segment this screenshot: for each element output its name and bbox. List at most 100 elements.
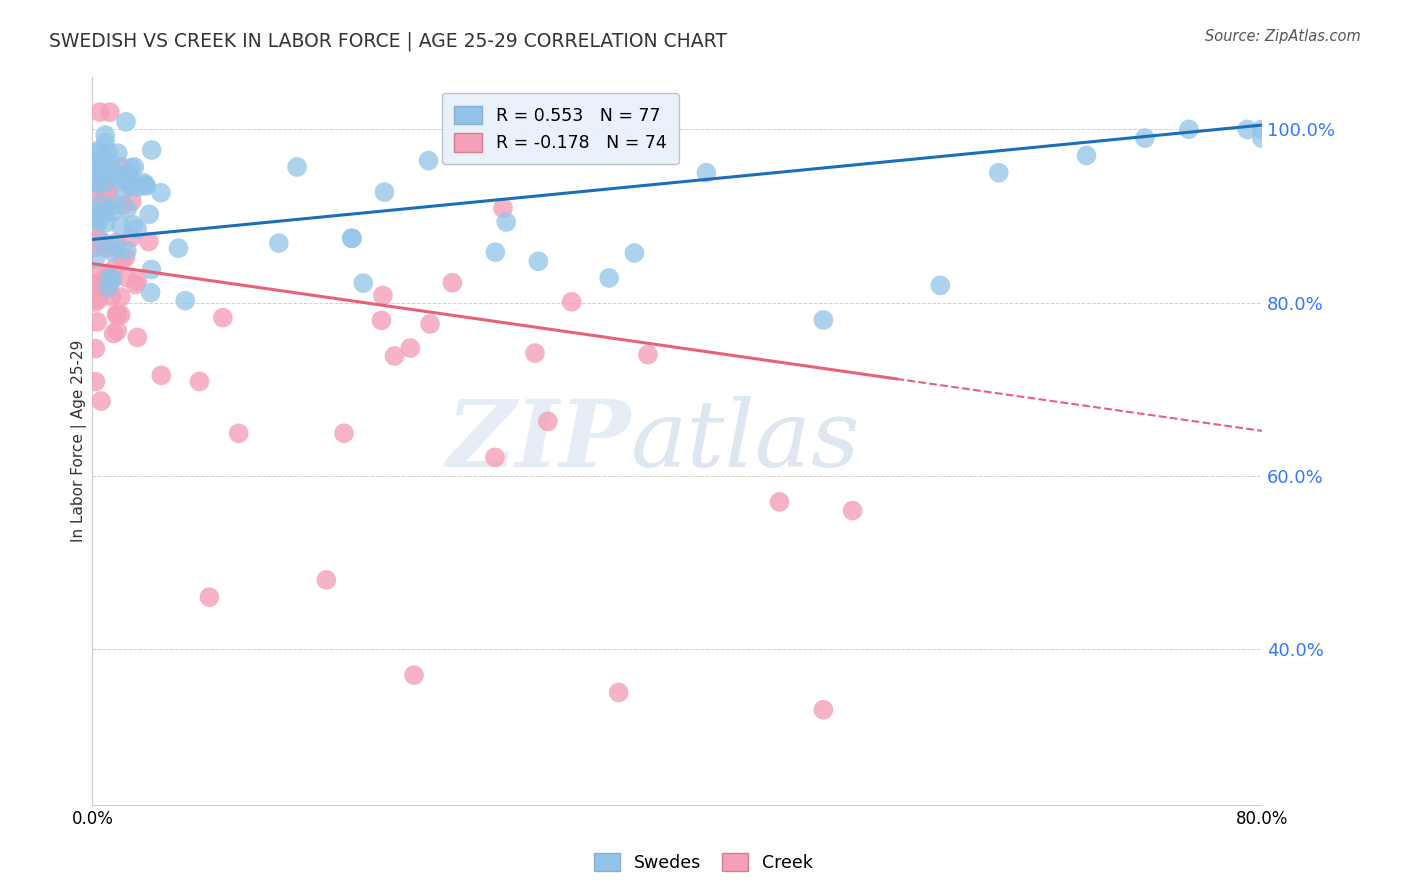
Point bbox=[87, 211, 110, 225]
Point bbox=[174, 293, 197, 308]
Point bbox=[111, 252, 134, 267]
Point bbox=[94, 128, 117, 142]
Point bbox=[212, 310, 235, 325]
Point bbox=[110, 290, 132, 304]
Point bbox=[139, 285, 162, 300]
Point bbox=[107, 146, 129, 161]
Point bbox=[1178, 122, 1201, 136]
Point bbox=[132, 176, 155, 190]
Point bbox=[768, 495, 790, 509]
Point bbox=[110, 308, 132, 322]
Point bbox=[135, 178, 157, 193]
Point bbox=[484, 245, 506, 260]
Point bbox=[198, 590, 221, 604]
Text: SWEDISH VS CREEK IN LABOR FORCE | AGE 25-29 CORRELATION CHART: SWEDISH VS CREEK IN LABOR FORCE | AGE 25… bbox=[49, 31, 727, 51]
Point bbox=[100, 155, 122, 169]
Point bbox=[333, 426, 356, 441]
Point bbox=[122, 218, 145, 232]
Point bbox=[267, 236, 290, 251]
Point bbox=[118, 168, 141, 182]
Point bbox=[94, 176, 117, 190]
Point bbox=[111, 173, 134, 187]
Point bbox=[384, 349, 406, 363]
Point bbox=[402, 668, 425, 682]
Point bbox=[167, 241, 190, 255]
Point bbox=[96, 185, 118, 199]
Point bbox=[1236, 122, 1258, 136]
Point bbox=[127, 274, 149, 288]
Point bbox=[105, 324, 128, 338]
Point bbox=[114, 250, 136, 264]
Point bbox=[87, 293, 110, 307]
Point bbox=[90, 197, 112, 211]
Point bbox=[84, 342, 107, 356]
Point bbox=[149, 186, 172, 200]
Point bbox=[98, 277, 121, 291]
Point bbox=[138, 207, 160, 221]
Point bbox=[418, 153, 440, 168]
Point bbox=[84, 219, 107, 234]
Point bbox=[105, 308, 128, 322]
Point bbox=[370, 313, 392, 327]
Point bbox=[91, 158, 114, 172]
Point bbox=[813, 703, 835, 717]
Point bbox=[315, 573, 337, 587]
Point bbox=[90, 282, 112, 296]
Point bbox=[138, 235, 160, 249]
Point bbox=[89, 233, 111, 247]
Point bbox=[607, 685, 630, 699]
Point bbox=[371, 288, 394, 302]
Point bbox=[841, 503, 863, 517]
Point bbox=[86, 146, 108, 161]
Point bbox=[115, 202, 138, 216]
Legend: R = 0.553   N = 77, R = -0.178   N = 74: R = 0.553 N = 77, R = -0.178 N = 74 bbox=[441, 94, 679, 164]
Point bbox=[103, 262, 125, 277]
Point bbox=[120, 179, 142, 194]
Point bbox=[97, 171, 120, 186]
Point bbox=[86, 315, 108, 329]
Point bbox=[97, 145, 120, 160]
Point bbox=[623, 246, 645, 260]
Point bbox=[484, 450, 506, 465]
Point bbox=[111, 169, 134, 184]
Point bbox=[419, 317, 441, 331]
Point bbox=[441, 276, 464, 290]
Point bbox=[1076, 148, 1098, 162]
Point bbox=[101, 204, 124, 219]
Point bbox=[340, 231, 363, 245]
Point bbox=[150, 368, 173, 383]
Point bbox=[101, 272, 124, 286]
Point bbox=[127, 330, 149, 344]
Point bbox=[124, 277, 146, 292]
Point bbox=[111, 198, 134, 212]
Point bbox=[87, 215, 110, 229]
Point bbox=[89, 105, 111, 120]
Point bbox=[141, 262, 163, 277]
Point bbox=[87, 144, 110, 158]
Point bbox=[127, 222, 149, 236]
Point bbox=[120, 161, 142, 175]
Legend: Swedes, Creek: Swedes, Creek bbox=[586, 847, 820, 879]
Point bbox=[285, 160, 308, 174]
Point bbox=[86, 177, 108, 191]
Point bbox=[352, 276, 374, 290]
Point bbox=[94, 136, 117, 150]
Point bbox=[94, 241, 117, 255]
Point bbox=[105, 241, 128, 255]
Point bbox=[495, 215, 517, 229]
Point bbox=[87, 173, 110, 187]
Point bbox=[120, 231, 142, 245]
Point bbox=[637, 348, 659, 362]
Point bbox=[115, 115, 138, 129]
Point bbox=[94, 202, 117, 217]
Point bbox=[929, 278, 952, 293]
Point bbox=[86, 164, 108, 178]
Point bbox=[492, 201, 515, 215]
Point bbox=[89, 277, 111, 291]
Point bbox=[100, 289, 122, 303]
Point bbox=[94, 216, 117, 230]
Point bbox=[104, 167, 127, 181]
Point bbox=[188, 375, 211, 389]
Point bbox=[84, 375, 107, 389]
Point bbox=[987, 166, 1010, 180]
